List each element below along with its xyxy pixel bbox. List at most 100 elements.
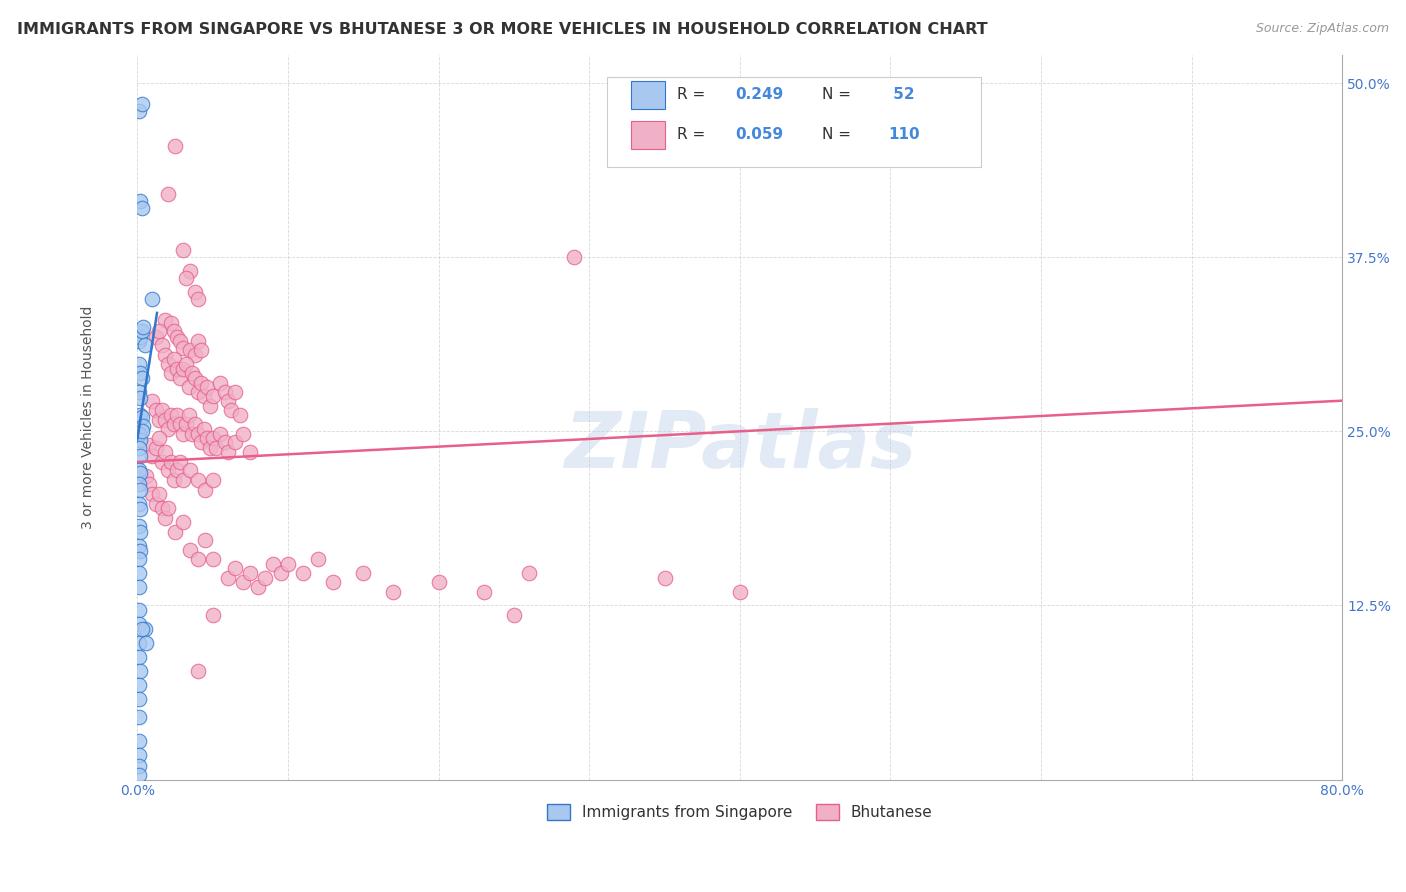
Point <box>179 264 201 278</box>
Point <box>427 574 450 589</box>
Point <box>162 417 184 432</box>
Point <box>503 608 526 623</box>
Point <box>201 431 224 445</box>
Point <box>128 678 150 692</box>
Point <box>150 338 173 352</box>
Point <box>131 622 153 636</box>
Point <box>128 747 150 762</box>
Point <box>209 427 232 442</box>
Point <box>472 584 495 599</box>
Point <box>128 691 150 706</box>
Point <box>198 441 221 455</box>
Point <box>172 361 194 376</box>
Point <box>172 243 194 257</box>
Point <box>190 376 212 390</box>
Point <box>135 636 157 650</box>
Point <box>307 552 329 566</box>
Point <box>128 427 150 442</box>
Point <box>150 500 173 515</box>
Point <box>187 664 209 678</box>
Point <box>195 431 218 445</box>
Point <box>129 544 152 558</box>
FancyBboxPatch shape <box>631 81 665 109</box>
Point <box>193 389 215 403</box>
Point <box>270 566 292 581</box>
Point <box>177 408 200 422</box>
Point <box>150 455 173 469</box>
Point <box>128 334 150 348</box>
Text: 0.059: 0.059 <box>735 128 783 143</box>
Point <box>145 403 167 417</box>
Point <box>292 566 315 581</box>
Text: R =: R = <box>678 128 710 143</box>
Point <box>145 441 167 455</box>
Point <box>128 710 150 724</box>
Point <box>129 524 152 539</box>
Point <box>132 418 155 433</box>
Point <box>198 399 221 413</box>
Point <box>128 497 150 511</box>
Point <box>214 435 236 450</box>
Point <box>187 552 209 566</box>
Point <box>128 650 150 665</box>
Point <box>162 351 184 366</box>
Point <box>148 324 170 338</box>
Point <box>141 450 163 464</box>
Point <box>183 417 205 432</box>
Point <box>183 285 205 299</box>
Point <box>277 557 299 571</box>
Point <box>128 758 150 772</box>
Point <box>129 450 152 464</box>
Point <box>174 417 197 432</box>
Point <box>129 366 152 380</box>
Point <box>134 622 156 636</box>
Point <box>177 380 200 394</box>
Point <box>148 487 170 501</box>
Point <box>128 768 150 782</box>
Point <box>232 427 254 442</box>
Text: IMMIGRANTS FROM SINGAPORE VS BHUTANESE 3 OR MORE VEHICLES IN HOUSEHOLD CORRELATI: IMMIGRANTS FROM SINGAPORE VS BHUTANESE 3… <box>17 22 987 37</box>
Point <box>172 341 194 355</box>
Point <box>190 435 212 450</box>
Point <box>183 371 205 385</box>
Point <box>232 574 254 589</box>
Point <box>187 427 209 442</box>
Point <box>145 497 167 511</box>
FancyBboxPatch shape <box>631 121 665 149</box>
Point <box>128 413 150 427</box>
Point <box>156 358 179 372</box>
Point <box>239 566 262 581</box>
Point <box>201 552 224 566</box>
Point <box>254 571 277 585</box>
Point <box>201 608 224 623</box>
Point <box>141 487 163 501</box>
Point <box>128 552 150 566</box>
Point <box>166 361 188 376</box>
Point <box>217 571 239 585</box>
Point <box>195 380 218 394</box>
Point <box>179 542 201 557</box>
Point <box>172 473 194 487</box>
Point <box>156 463 179 477</box>
Point <box>128 358 150 372</box>
Point <box>159 316 181 330</box>
Point <box>187 292 209 306</box>
Point <box>187 473 209 487</box>
Point <box>128 566 150 581</box>
Point <box>128 103 150 118</box>
Point <box>135 469 157 483</box>
Point <box>172 427 194 442</box>
Point <box>187 385 209 400</box>
Point <box>728 584 751 599</box>
Point <box>217 445 239 459</box>
Point <box>654 571 676 585</box>
Point <box>162 324 184 338</box>
Point <box>159 455 181 469</box>
Point <box>217 393 239 408</box>
Point <box>138 438 160 452</box>
Point <box>129 483 152 497</box>
Point <box>169 455 191 469</box>
Point <box>262 557 284 571</box>
Point <box>322 574 344 589</box>
Point <box>204 441 226 455</box>
